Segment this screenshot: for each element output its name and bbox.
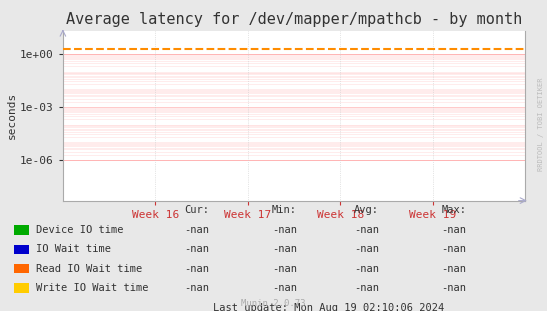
Text: -nan: -nan (354, 225, 379, 235)
Text: -nan: -nan (272, 283, 297, 293)
Text: IO Wait time: IO Wait time (36, 244, 110, 254)
Text: -nan: -nan (184, 244, 210, 254)
Text: -nan: -nan (272, 244, 297, 254)
Text: -nan: -nan (441, 264, 467, 274)
Text: -nan: -nan (272, 225, 297, 235)
Text: Write IO Wait time: Write IO Wait time (36, 283, 148, 293)
Text: Munin 2.0.73: Munin 2.0.73 (241, 299, 306, 308)
Text: Last update: Mon Aug 19 02:10:06 2024: Last update: Mon Aug 19 02:10:06 2024 (213, 303, 444, 311)
Text: Avg:: Avg: (354, 205, 379, 215)
Text: RRDTOOL / TOBI OETIKER: RRDTOOL / TOBI OETIKER (538, 78, 544, 171)
Text: -nan: -nan (184, 225, 210, 235)
Text: -nan: -nan (272, 264, 297, 274)
Text: -nan: -nan (184, 264, 210, 274)
Text: -nan: -nan (354, 264, 379, 274)
Y-axis label: seconds: seconds (7, 92, 18, 139)
Text: -nan: -nan (354, 283, 379, 293)
Text: Cur:: Cur: (184, 205, 210, 215)
Text: -nan: -nan (354, 244, 379, 254)
Text: Max:: Max: (441, 205, 467, 215)
Title: Average latency for /dev/mapper/mpathcb - by month: Average latency for /dev/mapper/mpathcb … (66, 12, 522, 27)
Text: -nan: -nan (441, 225, 467, 235)
Text: -nan: -nan (441, 283, 467, 293)
Text: Min:: Min: (272, 205, 297, 215)
Text: Device IO time: Device IO time (36, 225, 123, 235)
Text: -nan: -nan (441, 244, 467, 254)
Text: -nan: -nan (184, 283, 210, 293)
Text: Read IO Wait time: Read IO Wait time (36, 264, 142, 274)
